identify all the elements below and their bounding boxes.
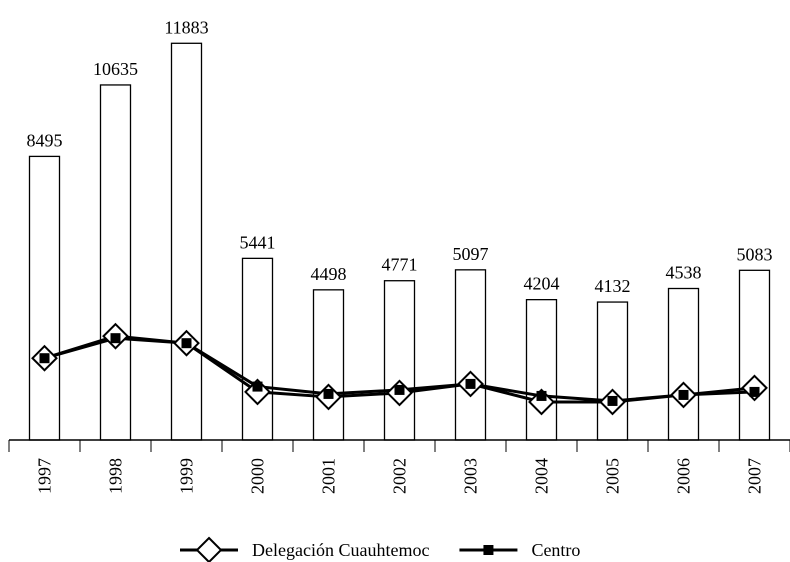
square-marker — [536, 390, 547, 401]
bar — [667, 287, 700, 441]
square-marker — [465, 378, 476, 389]
bar — [28, 155, 61, 441]
x-tick-label: 1998 — [106, 458, 126, 494]
value-label: 4538 — [666, 263, 702, 283]
x-tick-label: 1999 — [177, 458, 197, 494]
x-tick-label: 2003 — [461, 458, 481, 494]
bar — [525, 299, 558, 441]
value-label: 4771 — [382, 255, 418, 275]
bar — [312, 289, 345, 441]
square-marker — [607, 395, 618, 406]
bar — [170, 42, 203, 441]
diamond-marker — [528, 388, 555, 416]
value-label: 5097 — [453, 244, 489, 264]
bar — [383, 280, 416, 441]
value-label: 4204 — [524, 274, 560, 294]
square-marker — [181, 338, 192, 349]
value-label: 4132 — [595, 276, 631, 296]
bar — [738, 269, 771, 441]
value-label: 5441 — [240, 232, 276, 252]
bar — [454, 269, 487, 441]
square-marker — [394, 384, 405, 395]
x-tick-label: 1997 — [35, 458, 55, 494]
value-label: 8495 — [27, 130, 63, 150]
square-marker — [252, 381, 263, 392]
square-marker — [110, 333, 121, 344]
square-marker — [39, 353, 50, 364]
legend-label: Delegación Cuauhtemoc — [252, 540, 429, 560]
x-tick-label: 2006 — [674, 458, 694, 494]
square-marker — [678, 389, 689, 400]
square-marker — [323, 388, 334, 399]
x-tick-label: 2001 — [319, 458, 339, 494]
x-tick-label: 2002 — [390, 458, 410, 494]
bar — [99, 84, 132, 441]
diamond-marker — [195, 536, 223, 562]
legend: Delegación Cuauhtemoc Centro — [180, 536, 580, 562]
value-label: 11883 — [164, 17, 208, 37]
value-label: 4498 — [311, 264, 347, 284]
square-marker — [483, 545, 494, 555]
value-label: 10635 — [93, 59, 138, 79]
x-tick-label: 2004 — [532, 458, 552, 494]
legend-label: Centro — [531, 540, 580, 560]
x-tick-label: 2005 — [603, 458, 623, 494]
bar — [241, 257, 274, 441]
value-label: 5083 — [737, 244, 773, 264]
square-marker — [749, 386, 760, 397]
x-tick-label: 2007 — [745, 458, 765, 494]
x-tick-label: 2000 — [248, 458, 268, 494]
diamond-marker — [244, 378, 271, 406]
bar — [596, 301, 629, 441]
